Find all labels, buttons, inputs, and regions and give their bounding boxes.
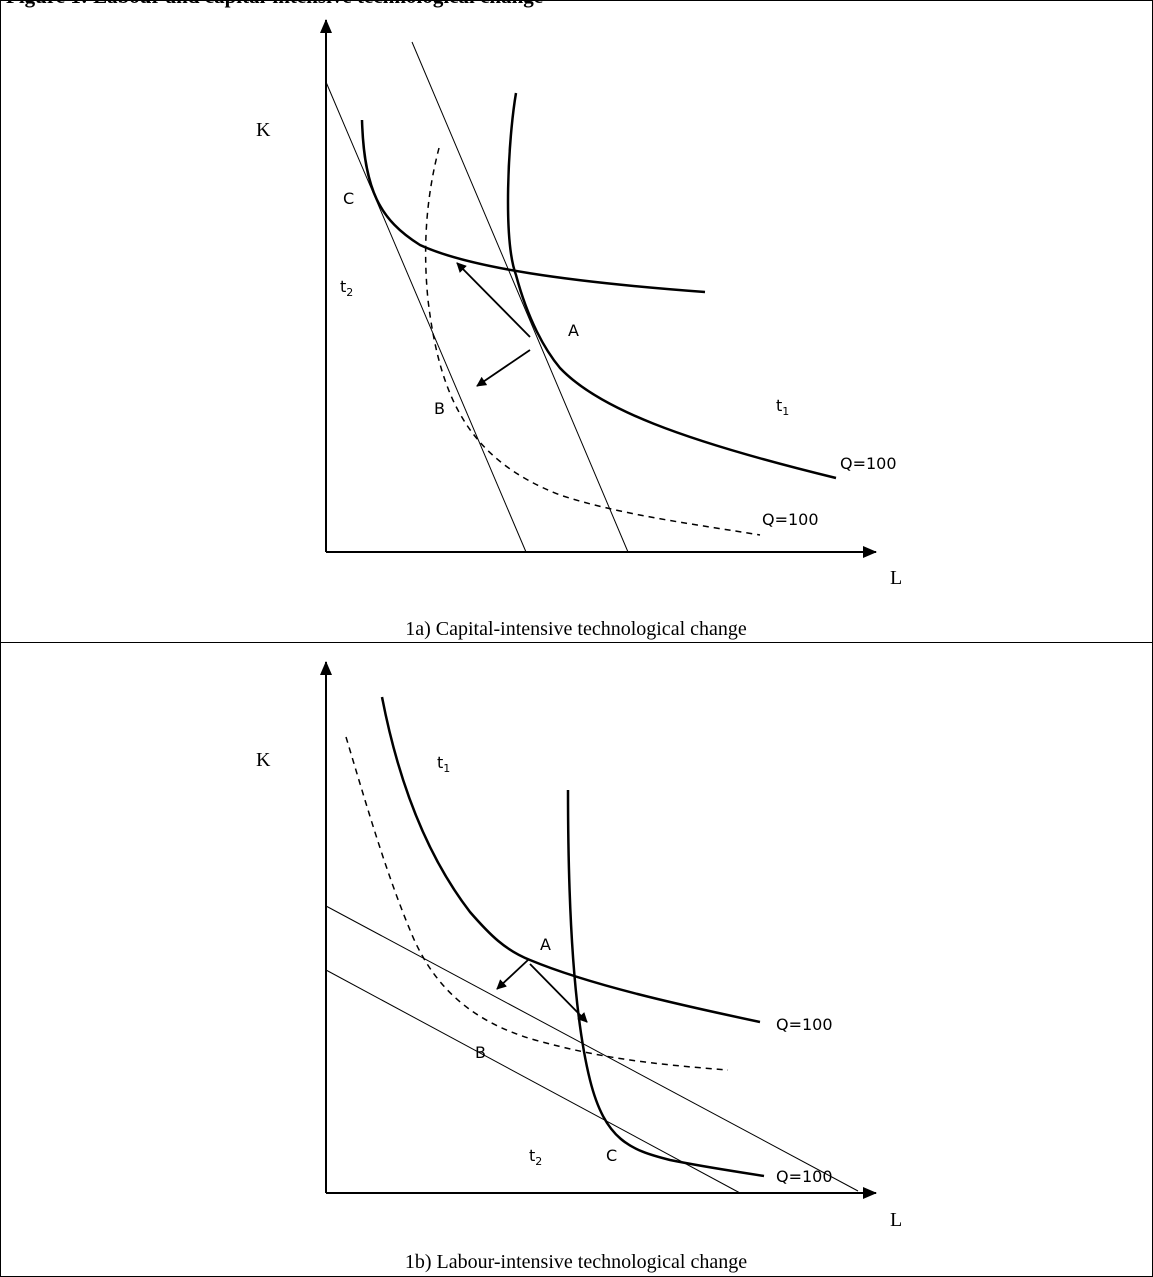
panel-b-point-b: B [475, 1043, 486, 1062]
panel-b-q-lower-label: Q=100 [776, 1167, 833, 1186]
panel-b-isoquant-t2-dashed [345, 736, 729, 1071]
panel-b-x-label: L [890, 1209, 902, 1231]
panel-a-arrow-to-b [476, 349, 531, 387]
panel-b-y-label: K [256, 749, 271, 771]
panel-b-arrow-to-b [496, 959, 529, 990]
panel-a-q-solid-label: Q=100 [840, 454, 897, 473]
panel-b-point-c: C [606, 1146, 617, 1165]
panel-b-t2-label: t2 [529, 1146, 542, 1168]
panel-a-point-b: B [434, 399, 445, 418]
panel-a-isoquant-t1 [506, 92, 837, 480]
panel-b-t1-label: t1 [437, 753, 450, 775]
panel-b-isocost-t2 [325, 969, 741, 1194]
figure-title: Figure 1: Labour and capital-intensive t… [6, 0, 543, 9]
panel-a-diagram: K L C A B t2 t1 Q=100 Q=100 1a) Capital-… [256, 19, 902, 640]
panel-b-caption: 1b) Labour-intensive technological chang… [405, 1251, 747, 1273]
panel-b-diagram: K L t1 A B t2 C Q=100 Q=100 1b) Labour-i… [256, 661, 902, 1273]
panel-a-isoquant-t2-dashed [424, 147, 761, 536]
panel-a-point-a: A [568, 321, 579, 340]
panel-a-caption: 1a) Capital-intensive technological chan… [405, 618, 747, 640]
panel-a-isocost-t2 [325, 81, 527, 553]
panel-b-isocost-t1 [325, 905, 859, 1192]
panel-a-t1-label: t1 [776, 396, 789, 418]
panel-b-isoquant-t2-labour [566, 789, 765, 1178]
panel-a-isocost-t1 [411, 41, 629, 553]
panel-a-arrow-to-c [456, 262, 531, 338]
panel-b-q-upper-label: Q=100 [776, 1015, 833, 1034]
panel-b-point-a: A [540, 935, 551, 954]
panel-a-y-label: K [256, 119, 271, 141]
panel-a-x-label: L [890, 567, 902, 589]
panel-b-arrow-to-c [529, 963, 588, 1023]
panel-a-t2-label: t2 [340, 277, 353, 299]
panel-a-isoquant-t2-capital [360, 119, 706, 294]
panel-b-isoquant-t1 [380, 696, 761, 1024]
panel-a-q-dashed-label: Q=100 [762, 510, 819, 529]
panel-a-point-c: C [343, 189, 354, 208]
